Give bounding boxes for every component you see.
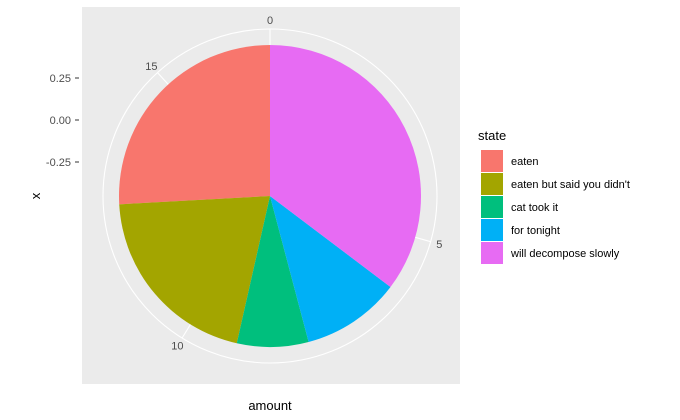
legend-label: eaten but said you didn't [511, 179, 630, 191]
pie-slices [119, 45, 422, 347]
legend: state eaten eaten but said you didn't ca… [478, 128, 630, 264]
x-axis-title: amount [248, 398, 292, 413]
legend-item: for tonight [481, 219, 560, 241]
y-axis-title: x [28, 192, 43, 199]
y-tick-label: 0.00 [50, 115, 71, 127]
y-tick-label: -0.25 [46, 157, 71, 169]
legend-key [481, 242, 503, 264]
legend-label: for tonight [511, 225, 560, 237]
theta-tick-label: 10 [171, 341, 183, 353]
legend-item: eaten [481, 150, 539, 172]
pie-slice [236, 196, 309, 347]
theta-tick-labels: 0 5 10 15 [145, 15, 442, 353]
legend-key [481, 196, 503, 218]
legend-key [481, 150, 503, 172]
legend-item: eaten but said you didn't [481, 173, 630, 195]
y-tick-label: 0.25 [50, 73, 71, 85]
legend-label: eaten [511, 156, 539, 168]
pie-slice [119, 196, 270, 344]
theta-tick-label: 15 [145, 61, 157, 73]
legend-key [481, 173, 503, 195]
theta-tick-label: 0 [267, 15, 273, 27]
theta-tick-label: 5 [436, 239, 442, 251]
legend-label: will decompose slowly [510, 248, 620, 260]
legend-title: state [478, 128, 506, 143]
y-axis: 0.25 0.00 -0.25 [46, 73, 79, 169]
legend-item: will decompose slowly [481, 242, 620, 264]
pie-slice [270, 45, 422, 287]
legend-key [481, 219, 503, 241]
pie-slice [270, 196, 391, 342]
pie-slice [119, 45, 271, 205]
legend-label: cat took it [511, 202, 558, 214]
legend-item: cat took it [481, 196, 558, 218]
